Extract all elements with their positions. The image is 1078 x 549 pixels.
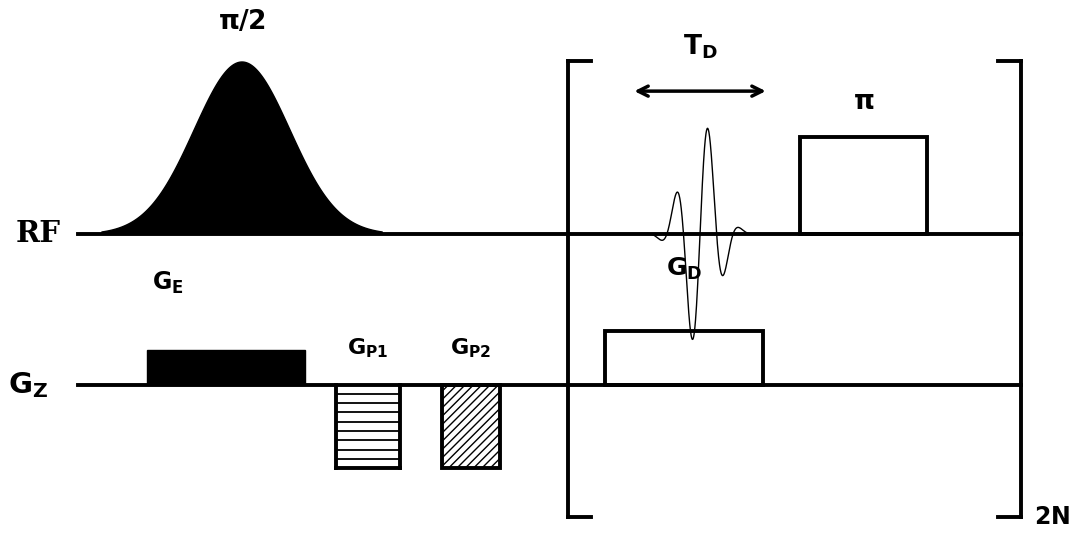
Bar	[605, 331, 763, 385]
Text: $\mathbf{G_E}$: $\mathbf{G_E}$	[152, 270, 183, 296]
Text: $\mathbf{G_{P1}}$: $\mathbf{G_{P1}}$	[347, 337, 389, 360]
Text: $\mathbf{2N}$: $\mathbf{2N}$	[1034, 505, 1070, 529]
Text: $\mathbf{\pi}$: $\mathbf{\pi}$	[853, 89, 874, 115]
Text: $\mathbf{G_D}$: $\mathbf{G_D}$	[666, 256, 703, 282]
Text: $\mathbf{G_{P2}}$: $\mathbf{G_{P2}}$	[451, 337, 492, 360]
Bar	[442, 385, 500, 468]
Bar	[147, 350, 305, 385]
Bar	[800, 137, 927, 234]
Text: RF: RF	[16, 220, 60, 248]
Text: $\mathbf{T_D}$: $\mathbf{T_D}$	[682, 33, 718, 61]
Text: $\mathbf{G_Z}$: $\mathbf{G_Z}$	[8, 369, 47, 400]
Text: $\mathbf{\pi/2}$: $\mathbf{\pi/2}$	[218, 9, 265, 35]
